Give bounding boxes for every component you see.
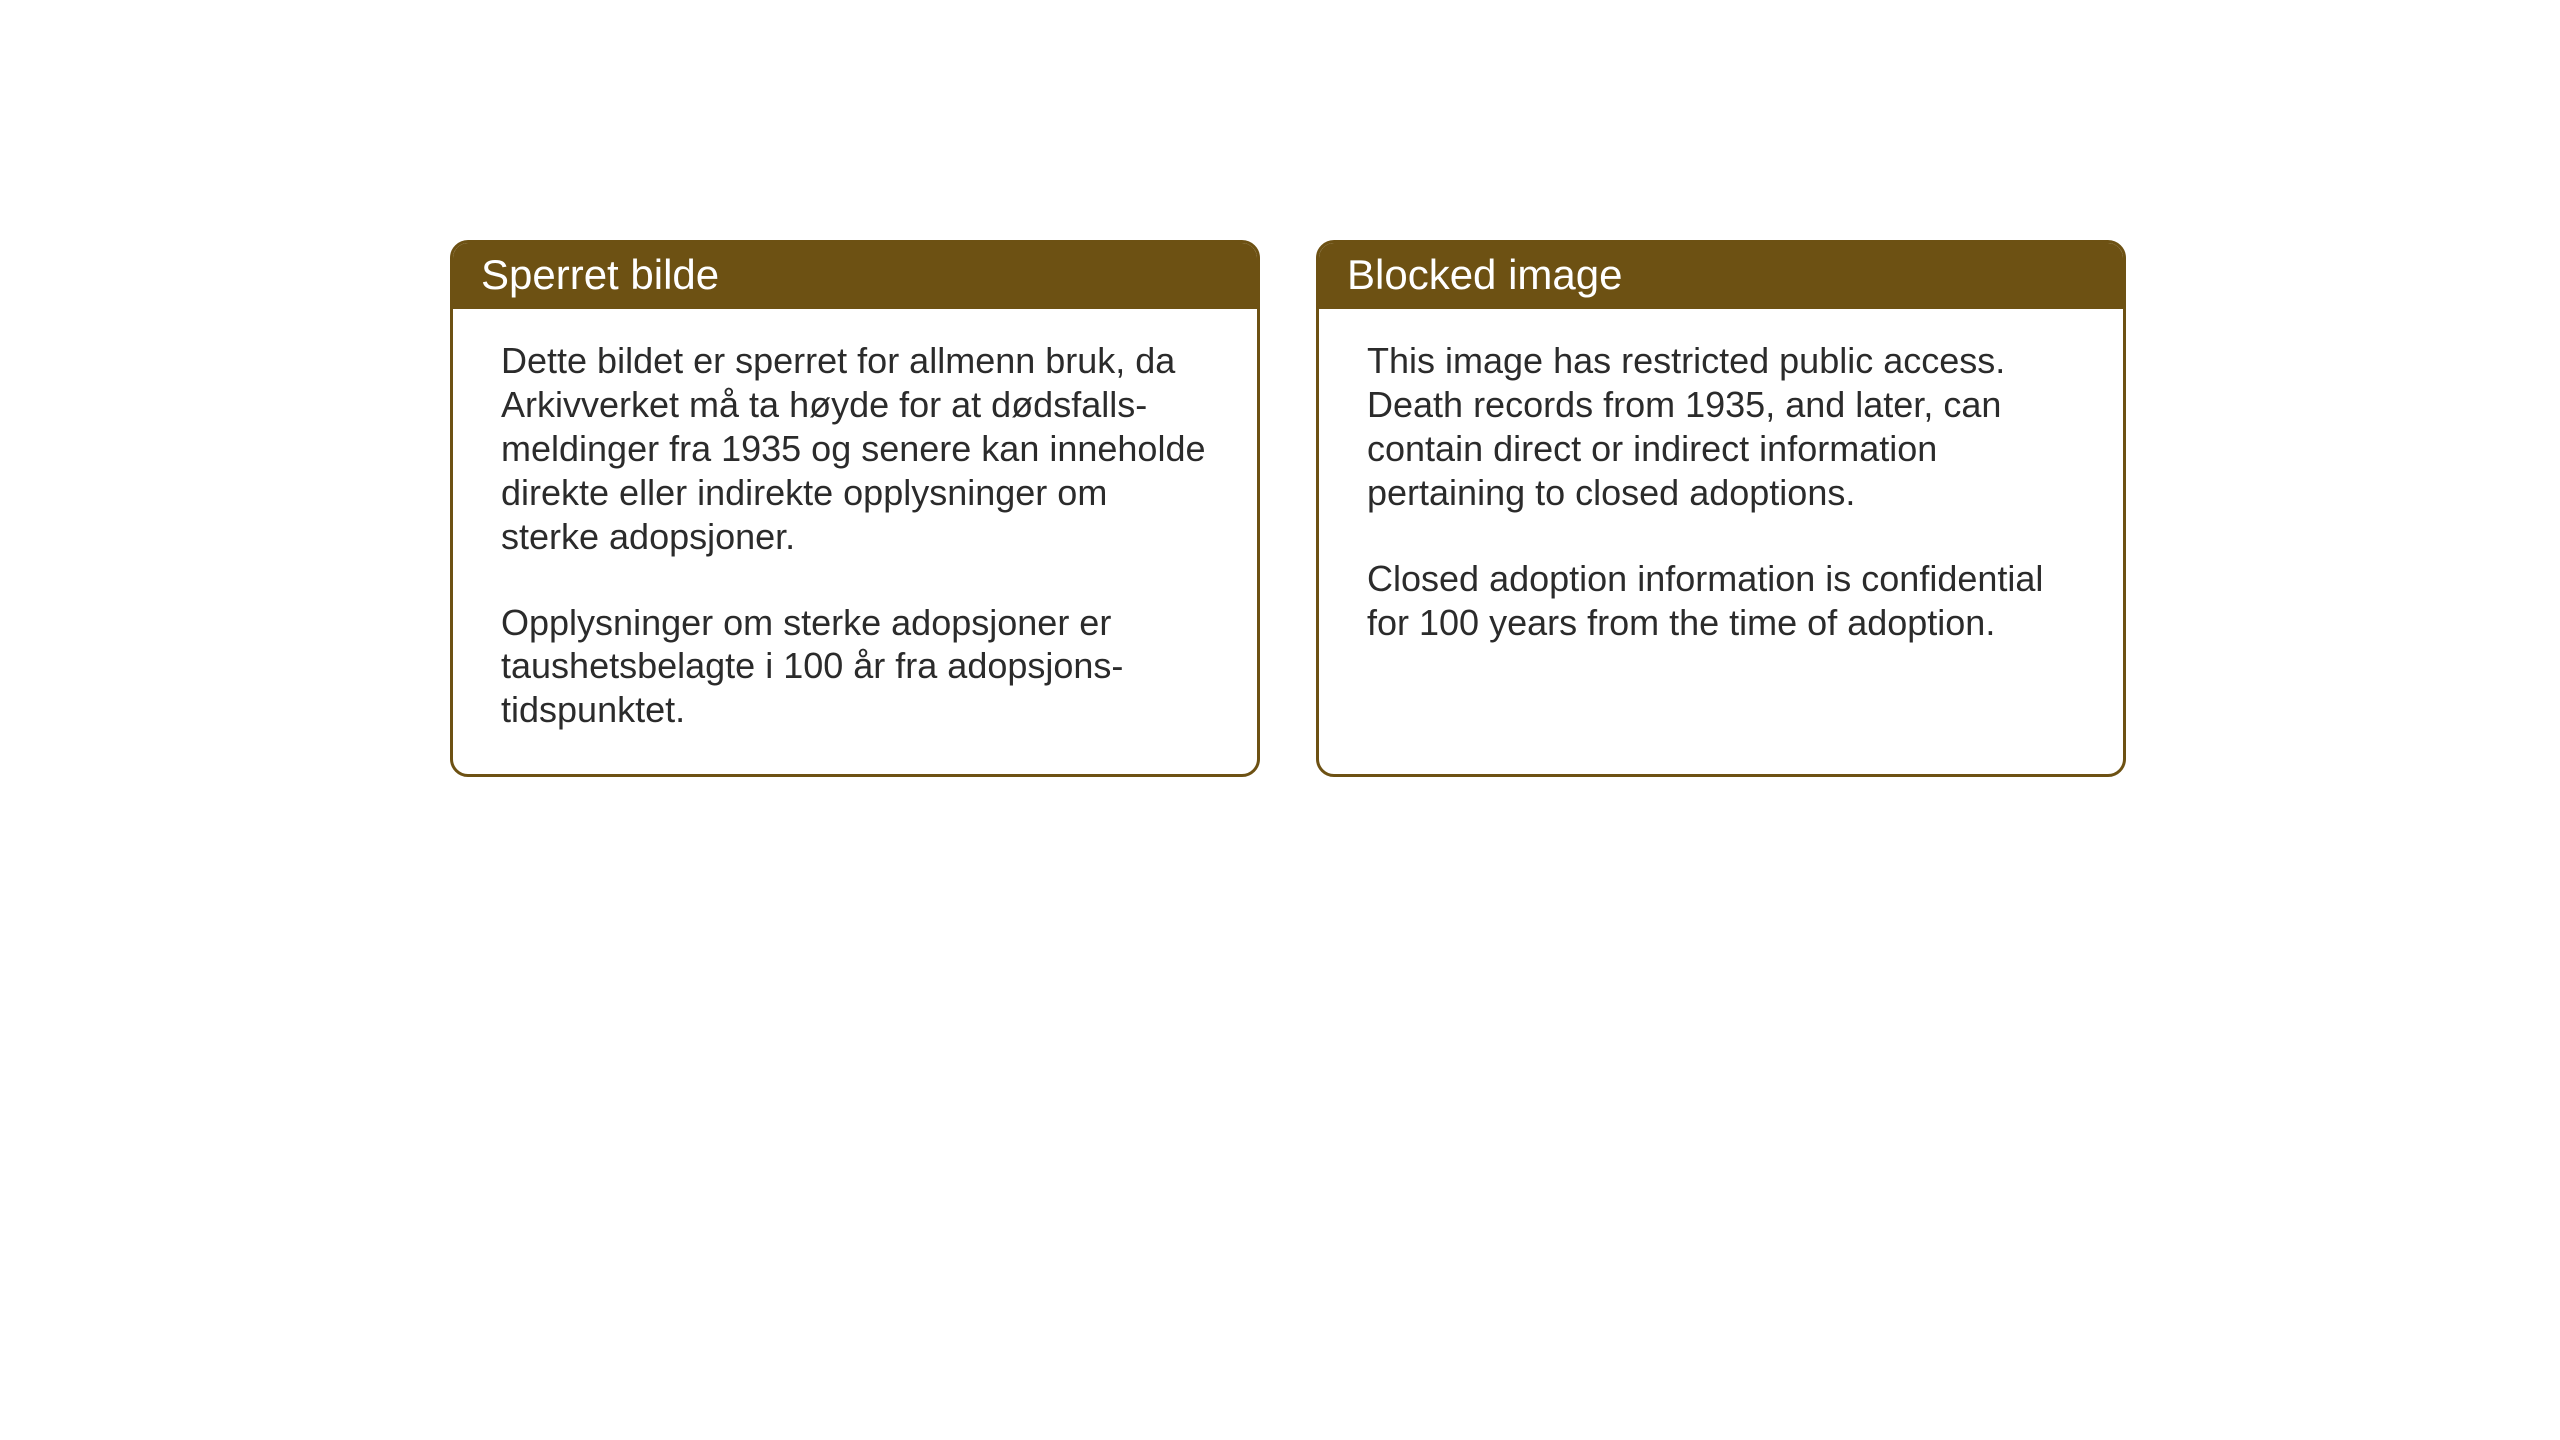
notice-card-english: Blocked image This image has restricted … [1316,240,2126,777]
notice-card-norwegian: Sperret bilde Dette bildet er sperret fo… [450,240,1260,777]
notice-paragraph-1-english: This image has restricted public access.… [1367,339,2075,515]
notice-paragraph-1-norwegian: Dette bildet er sperret for allmenn bruk… [501,339,1209,559]
notice-paragraph-2-english: Closed adoption information is confident… [1367,557,2075,645]
notice-title-english: Blocked image [1347,251,1622,298]
notice-body-english: This image has restricted public access.… [1319,309,2123,686]
notice-paragraph-2-norwegian: Opplysninger om sterke adopsjoner er tau… [501,601,1209,733]
notice-title-norwegian: Sperret bilde [481,251,719,298]
notice-header-norwegian: Sperret bilde [453,243,1257,309]
notice-container: Sperret bilde Dette bildet er sperret fo… [450,240,2126,777]
notice-body-norwegian: Dette bildet er sperret for allmenn bruk… [453,309,1257,774]
notice-header-english: Blocked image [1319,243,2123,309]
